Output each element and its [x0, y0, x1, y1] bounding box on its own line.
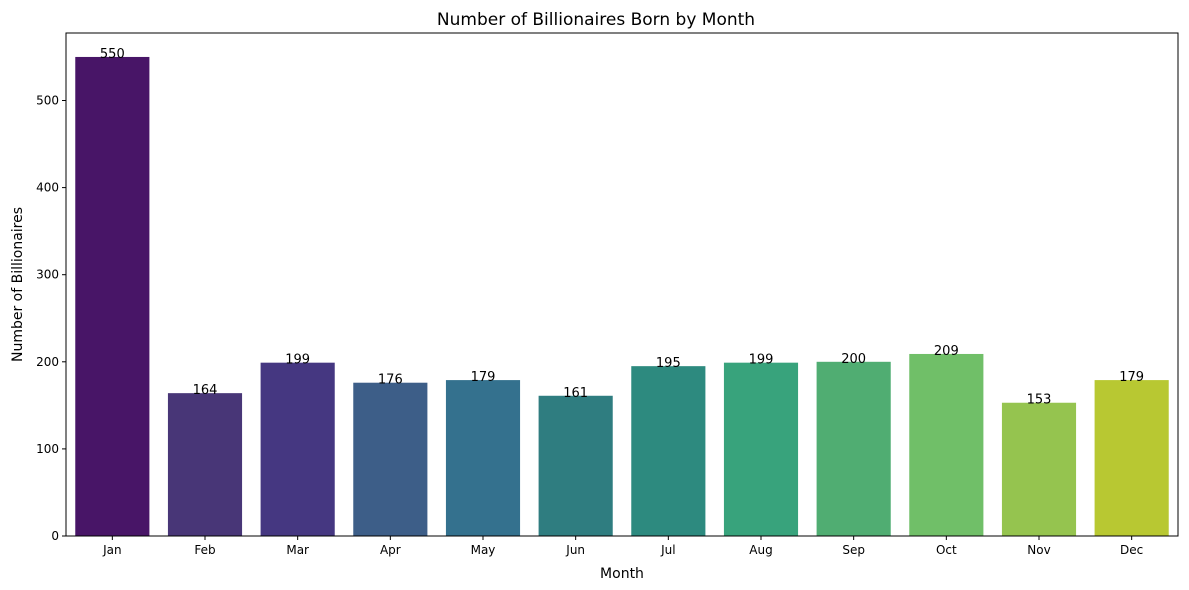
data-label-apr: 176 — [378, 373, 403, 388]
x-tick-label-oct: Oct — [936, 543, 957, 557]
x-tick-label-feb: Feb — [194, 543, 215, 557]
y-axis-label: Number of Billionaires — [10, 207, 26, 362]
x-tick-label-jul: Jul — [660, 543, 675, 557]
x-tick-label-aug: Aug — [749, 543, 772, 557]
x-axis: Jan Feb Mar Apr May Jun Jul Aug Sep Oct Nov Dec — [102, 536, 1143, 557]
data-label-sep: 200 — [841, 352, 866, 367]
x-tick-label-sep: Sep — [842, 543, 865, 557]
chart-title: Number of Billionaires Born by Month — [437, 10, 755, 30]
plot-area: 550 164 199 176 179 161 195 199 200 209 153 179 — [65, 32, 1179, 537]
x-tick-label-mar: Mar — [286, 543, 309, 557]
x-tick-label-dec: Dec — [1120, 543, 1143, 557]
data-label-jul: 195 — [656, 356, 681, 371]
bar-aug — [723, 362, 799, 536]
data-label-jun: 161 — [563, 386, 588, 401]
x-tick-label-may: May — [471, 543, 496, 557]
y-tick-label-500: 500 — [36, 94, 59, 108]
data-label-mar: 199 — [285, 353, 310, 368]
bar-oct — [909, 353, 984, 536]
y-tick-label-100: 100 — [36, 442, 59, 456]
bar-nov — [1001, 402, 1077, 536]
bar-sep — [816, 361, 891, 536]
data-label-aug: 199 — [749, 353, 774, 368]
data-label-oct: 209 — [934, 344, 959, 359]
bar-feb — [167, 393, 243, 536]
data-label-nov: 153 — [1027, 393, 1052, 408]
y-tick-label-0: 0 — [51, 529, 59, 543]
x-tick-label-apr: Apr — [380, 543, 401, 557]
bar-jan — [75, 56, 150, 536]
bar-mar — [260, 362, 335, 536]
bar-may — [445, 380, 521, 536]
bar-jul — [631, 366, 706, 536]
data-labels-group: 550 164 199 176 179 161 195 199 200 209 153 179 — [100, 47, 1144, 408]
y-tick-label-300: 300 — [36, 268, 59, 282]
bar-dec — [1094, 380, 1169, 536]
x-tick-label-jan: Jan — [102, 543, 122, 557]
x-tick-label-nov: Nov — [1027, 543, 1050, 557]
bar-apr — [353, 382, 428, 536]
bars-group — [75, 56, 1169, 536]
x-axis-label: Month — [600, 566, 644, 582]
data-label-feb: 164 — [193, 383, 218, 398]
y-tick-label-400: 400 — [36, 181, 59, 195]
data-label-dec: 179 — [1119, 370, 1144, 385]
bar-jun — [538, 395, 613, 536]
plot-frame — [65, 32, 1179, 537]
y-axis: 0 100 200 300 400 500 — [36, 94, 66, 543]
data-label-jan: 550 — [100, 47, 125, 62]
data-label-may: 179 — [471, 370, 496, 385]
y-tick-label-200: 200 — [36, 355, 59, 369]
x-tick-label-jun: Jun — [565, 543, 585, 557]
